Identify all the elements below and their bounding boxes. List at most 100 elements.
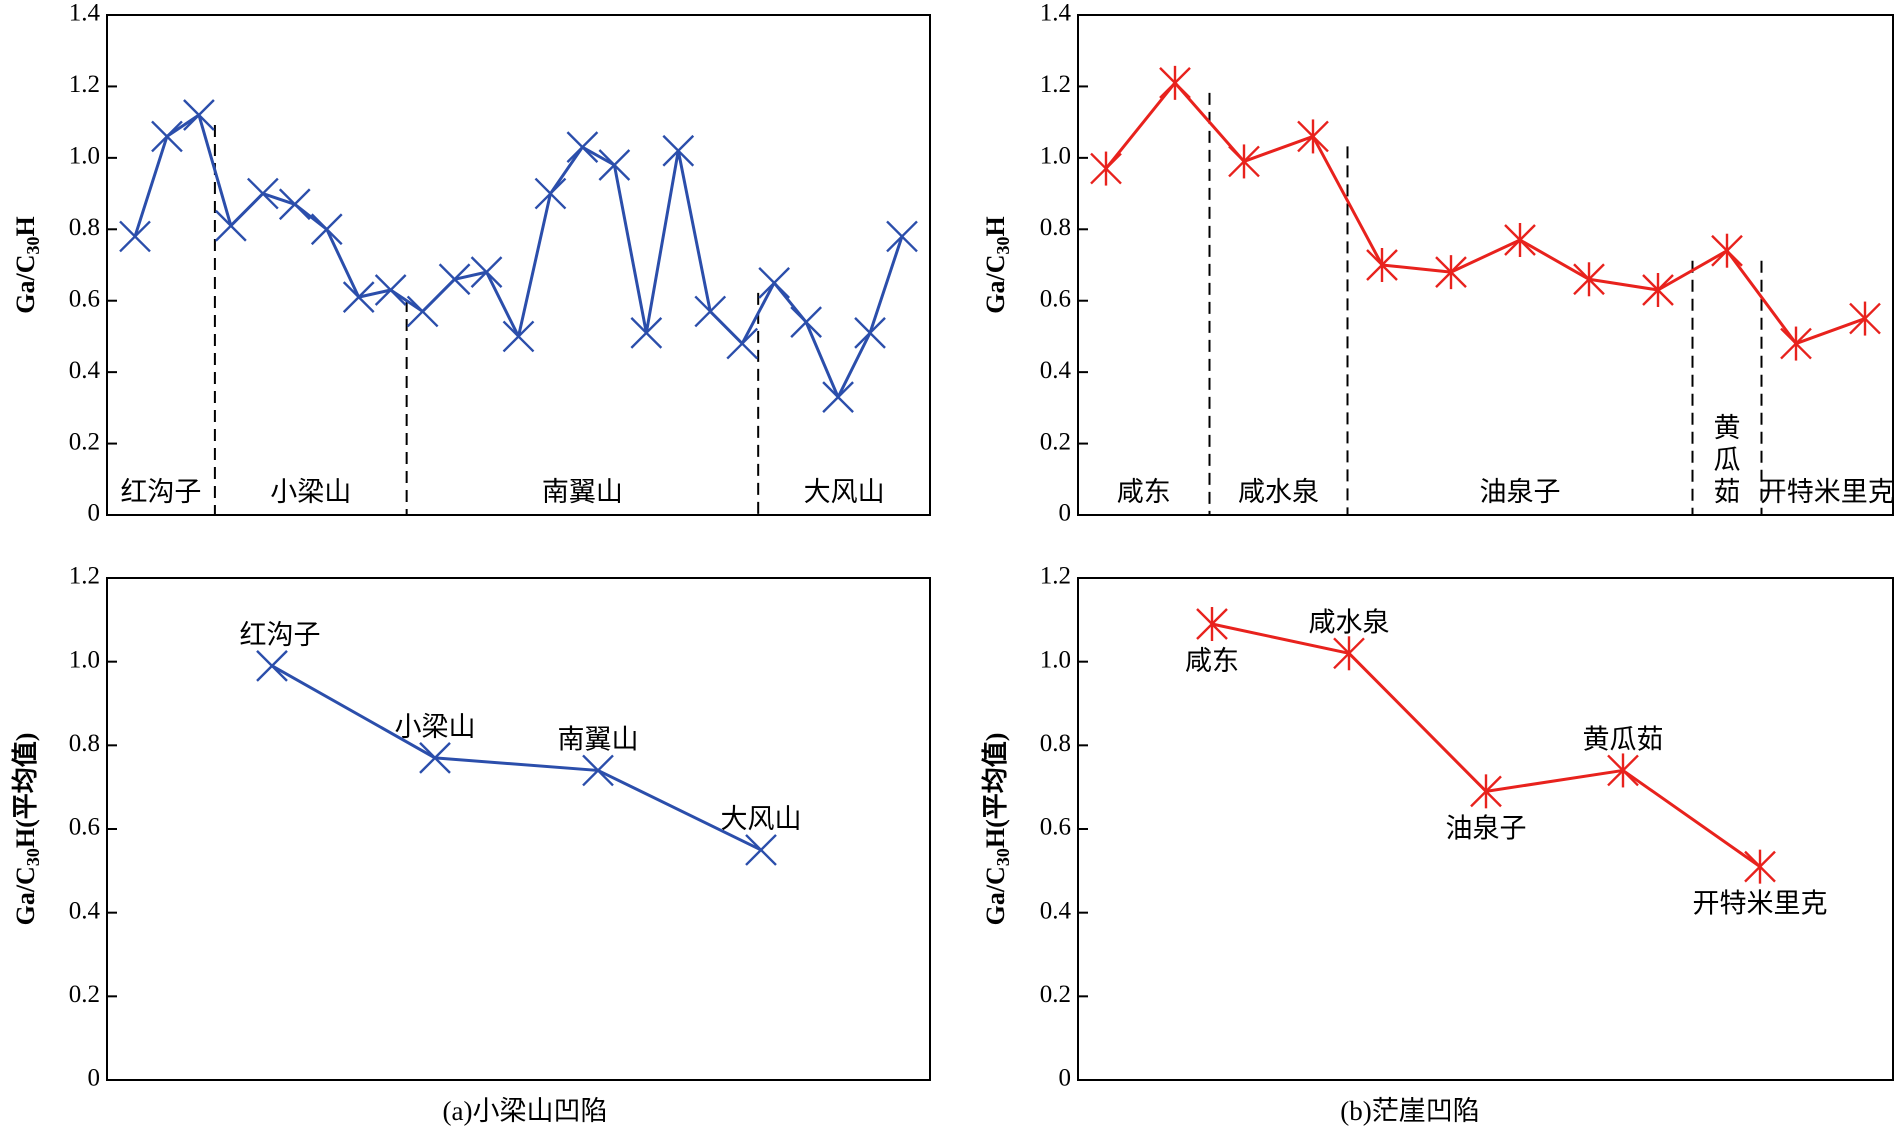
data-point bbox=[183, 99, 215, 131]
data-point bbox=[278, 188, 311, 221]
data-point bbox=[726, 327, 759, 360]
y-tick-label: 0.8 bbox=[69, 214, 100, 241]
data-point bbox=[1470, 774, 1502, 809]
data-point bbox=[1711, 233, 1743, 268]
y-tick-label: 0.2 bbox=[1040, 428, 1071, 455]
data-point bbox=[822, 381, 854, 413]
y-tick-label: 0 bbox=[1059, 500, 1072, 527]
data-point bbox=[1504, 223, 1536, 257]
point-label: 红沟子 bbox=[240, 620, 321, 651]
y-tick-label: 0.4 bbox=[69, 897, 101, 924]
point-label: 黄瓜茹 bbox=[1583, 724, 1664, 755]
y-tick-label: 0.6 bbox=[69, 285, 100, 312]
data-point bbox=[790, 306, 822, 338]
data-point bbox=[1849, 301, 1881, 336]
chart-b-top: 0 0.2 0.4 0.6 0.8 1.0 1.2 1.4 Ga/C30H 咸东 咸水泉 油泉子 黄瓜茹… bbox=[981, 0, 1895, 527]
y-tick-label: 0.2 bbox=[69, 428, 100, 455]
y-tick-label: 0.2 bbox=[69, 981, 100, 1008]
data-point bbox=[342, 281, 375, 313]
data-point bbox=[1642, 273, 1674, 307]
y-tick-label: 0.4 bbox=[1040, 897, 1072, 924]
region-label: 红沟子 bbox=[120, 477, 201, 508]
data-point bbox=[256, 650, 288, 682]
chart-a-top: 0 0.2 0.4 0.6 0.8 1.0 1.2 1.4 Ga/C30H 红沟子 小梁山 南翼山 大风… bbox=[11, 0, 931, 527]
y-tick-label: 1.0 bbox=[1040, 646, 1071, 673]
data-point bbox=[1744, 849, 1776, 884]
data-point bbox=[310, 213, 343, 246]
data-point bbox=[745, 834, 777, 866]
data-point bbox=[438, 263, 471, 296]
plot-frame bbox=[106, 577, 931, 1081]
data-point bbox=[886, 220, 918, 253]
caption-a: (a)小梁山凹陷 bbox=[443, 1096, 608, 1126]
data-point bbox=[694, 295, 727, 328]
data-point bbox=[1228, 144, 1260, 179]
y-tick-label: 1.2 bbox=[1040, 563, 1071, 590]
data-point bbox=[151, 120, 183, 153]
data-point bbox=[630, 317, 663, 349]
point-label: 大风山 bbox=[721, 804, 802, 835]
data-point bbox=[582, 754, 614, 787]
plot-frame bbox=[106, 14, 931, 516]
region-label: 咸水泉 bbox=[1238, 477, 1319, 508]
region-label: 大风山 bbox=[804, 477, 885, 508]
y-tick-label: 0 bbox=[88, 500, 101, 527]
y-tick-label: 0.6 bbox=[1040, 814, 1071, 841]
data-point bbox=[566, 131, 599, 163]
y-tick-label: 1.2 bbox=[69, 71, 100, 98]
data-point bbox=[419, 742, 451, 774]
series-line bbox=[133, 113, 904, 399]
data-point bbox=[1196, 607, 1228, 642]
series-line bbox=[271, 664, 762, 852]
data-point bbox=[1573, 262, 1605, 297]
data-point bbox=[1333, 636, 1365, 671]
y-tick-label: 0.8 bbox=[69, 730, 100, 757]
y-tick-label: 1.0 bbox=[69, 143, 100, 170]
y-tick-label: 0 bbox=[1059, 1065, 1072, 1092]
y-axis-label: Ga/C30H bbox=[981, 216, 1013, 313]
region-label: 咸东 bbox=[1117, 477, 1171, 508]
data-point bbox=[119, 220, 151, 253]
y-tick-label: 0.8 bbox=[1040, 214, 1071, 241]
y-tick-label: 1.4 bbox=[69, 0, 101, 27]
y-tick-label: 0.6 bbox=[69, 814, 100, 841]
data-point bbox=[758, 267, 791, 299]
data-point bbox=[470, 256, 503, 288]
data-point bbox=[1297, 119, 1329, 154]
y-tick-label: 0.4 bbox=[1040, 357, 1072, 384]
point-label: 南翼山 bbox=[558, 724, 639, 755]
data-point bbox=[1780, 326, 1812, 361]
y-tick-label: 1.2 bbox=[69, 563, 100, 590]
data-point bbox=[854, 317, 886, 349]
y-tick-label: 0.2 bbox=[1040, 981, 1071, 1008]
data-point bbox=[1366, 248, 1398, 282]
point-label: 小梁山 bbox=[395, 712, 476, 743]
y-tick-label: 0.6 bbox=[1040, 285, 1071, 312]
data-point bbox=[1159, 65, 1191, 100]
y-tick-label: 0.4 bbox=[69, 357, 101, 384]
data-point bbox=[215, 209, 247, 242]
y-axis-label: Ga/C30H(平均值) bbox=[981, 733, 1013, 926]
y-tick-label: 1.4 bbox=[1040, 0, 1072, 27]
point-label: 油泉子 bbox=[1446, 813, 1527, 844]
data-point bbox=[246, 177, 279, 210]
data-point bbox=[1090, 151, 1122, 186]
data-point bbox=[662, 134, 695, 167]
plot-frame bbox=[1077, 14, 1894, 516]
data-point bbox=[598, 149, 631, 181]
y-tick-label: 1.0 bbox=[69, 646, 100, 673]
y-tick-label: 0 bbox=[88, 1065, 101, 1092]
data-point bbox=[1607, 753, 1639, 788]
y-axis-label: Ga/C30H bbox=[11, 216, 43, 313]
region-label: 开特米里克 bbox=[1760, 477, 1895, 508]
caption-b: (b)茫崖凹陷 bbox=[1340, 1096, 1479, 1126]
y-tick-label: 1.2 bbox=[1040, 71, 1071, 98]
data-point bbox=[502, 320, 535, 353]
data-point bbox=[374, 274, 407, 306]
y-axis-label: Ga/C30H(平均值) bbox=[11, 733, 43, 926]
region-label: 油泉子 bbox=[1480, 477, 1561, 508]
y-tick-label: 0.8 bbox=[1040, 730, 1071, 757]
point-label: 咸水泉 bbox=[1309, 607, 1390, 638]
